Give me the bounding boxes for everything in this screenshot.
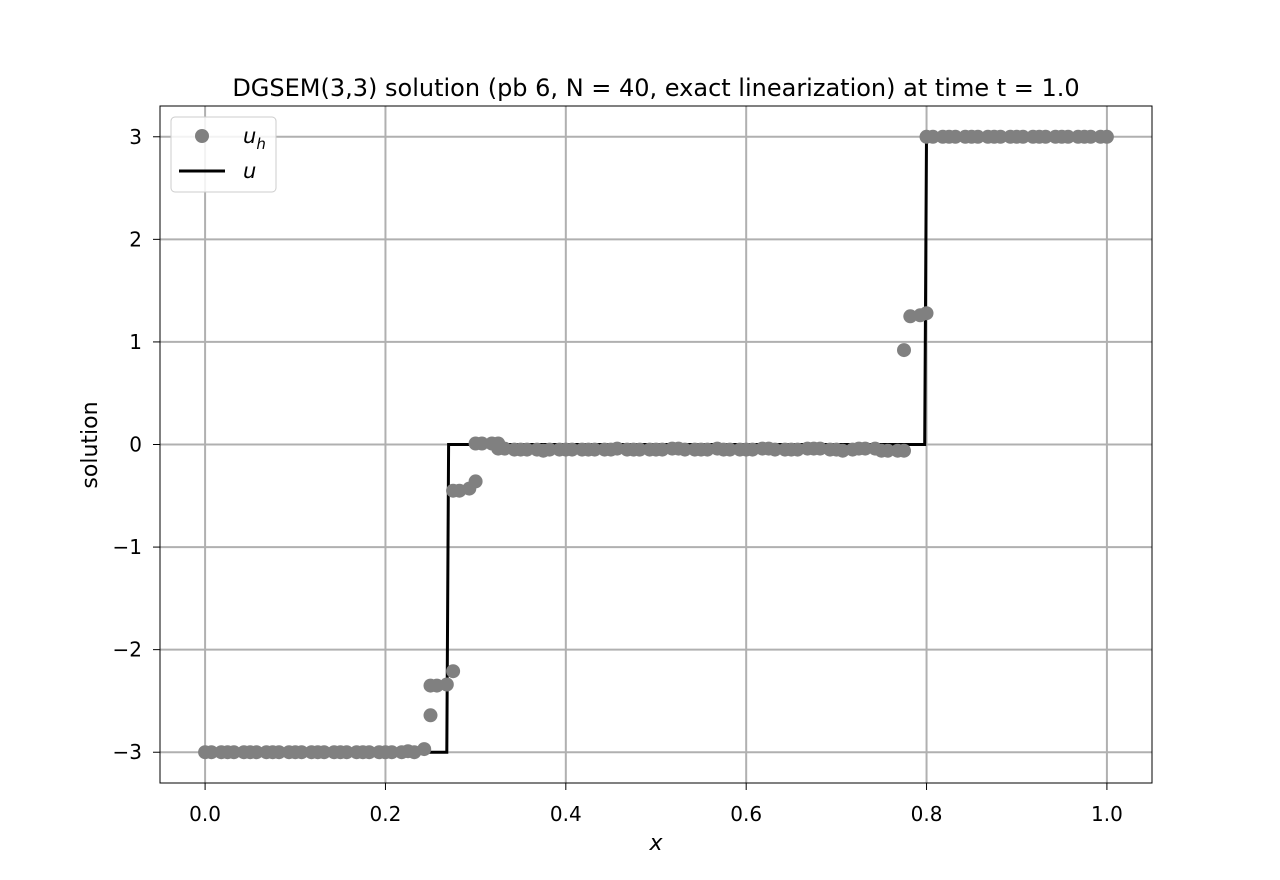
y-tick-label: −3 xyxy=(113,740,142,764)
solution-point xyxy=(1083,129,1098,144)
solution-point xyxy=(1099,129,1114,144)
solution-point xyxy=(1038,129,1053,144)
numerical-solution-layer xyxy=(198,129,1114,760)
legend-label-u: u xyxy=(243,159,256,183)
axis-ticks: 0.0 0.2 0.4 0.6 0.8 1.0 −3 −2 −1 0 1 2 3 xyxy=(113,125,1123,826)
solution-point xyxy=(468,474,483,489)
x-tick-label: 0.0 xyxy=(189,802,221,826)
x-axis-label: x xyxy=(648,831,663,856)
solution-point xyxy=(1061,129,1076,144)
solution-point xyxy=(542,442,557,457)
solution-point xyxy=(677,442,692,457)
solution-point xyxy=(417,742,432,757)
solution-point xyxy=(587,442,602,457)
solution-point xyxy=(226,745,241,760)
solution-point xyxy=(384,745,399,760)
x-tick-label: 0.4 xyxy=(550,802,582,826)
solution-point xyxy=(439,677,454,692)
legend-marker-uh xyxy=(195,129,209,143)
solution-point xyxy=(520,442,534,457)
solution-point xyxy=(474,436,489,451)
y-tick-label: 0 xyxy=(129,433,142,457)
solution-point xyxy=(858,441,873,456)
solution-point xyxy=(446,664,461,679)
solution-point xyxy=(249,745,264,760)
solution-point xyxy=(632,442,647,457)
chart-title: DGSEM(3,3) solution (pb 6, N = 40, exact… xyxy=(232,74,1079,102)
solution-point xyxy=(1016,129,1030,144)
solution-point xyxy=(925,129,940,144)
solution-point xyxy=(768,442,782,457)
solution-point xyxy=(294,745,309,760)
y-tick-label: 3 xyxy=(129,125,142,149)
solution-point xyxy=(897,343,911,358)
x-tick-label: 0.8 xyxy=(911,802,943,826)
y-tick-label: 1 xyxy=(129,330,142,354)
x-tick-label: 0.6 xyxy=(730,802,762,826)
solution-point xyxy=(970,129,985,144)
x-tick-label: 1.0 xyxy=(1091,802,1123,826)
x-tick-label: 0.2 xyxy=(370,802,402,826)
legend-box xyxy=(170,116,277,193)
solution-point xyxy=(919,306,934,321)
solution-point xyxy=(565,442,580,457)
solution-point xyxy=(272,745,286,760)
solution-point xyxy=(722,442,737,457)
solution-point xyxy=(423,708,438,723)
y-tick-label: 2 xyxy=(129,227,142,251)
solution-point xyxy=(948,129,963,144)
solution-point xyxy=(317,745,332,760)
solution-point xyxy=(897,443,911,458)
legend: uh u xyxy=(170,116,277,193)
y-axis-label: solution xyxy=(78,401,103,488)
solution-point xyxy=(993,129,1008,144)
solution-point xyxy=(880,443,895,458)
y-tick-label: −2 xyxy=(113,638,142,662)
solution-point xyxy=(204,745,219,760)
solution-point xyxy=(339,745,354,760)
solution-point xyxy=(362,745,377,760)
y-tick-label: −1 xyxy=(113,535,142,559)
